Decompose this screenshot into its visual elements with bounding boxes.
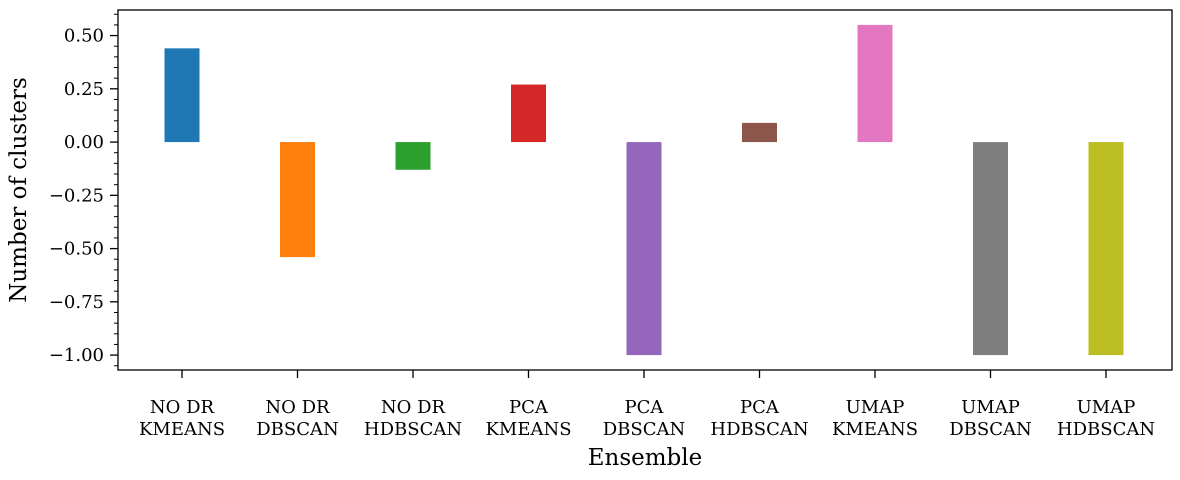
bars-group: [164, 24, 1124, 356]
bar-umap-dbscan: [973, 142, 1008, 356]
x-tick-label-line1: PCA: [625, 397, 665, 418]
plot-frame: [117, 9, 1173, 371]
y-tick-label: 0.25: [64, 79, 104, 100]
x-tick-label-line2: DBSCAN: [949, 419, 1032, 440]
x-tick-label-line1: NO DR: [381, 397, 446, 418]
x-tick-label-line1: UMAP: [1077, 397, 1136, 418]
x-tick-label-line1: NO DR: [150, 397, 215, 418]
x-tick-label-line2: HDBSCAN: [1057, 419, 1155, 440]
bar-no-dr-kmeans: [164, 48, 200, 143]
x-axis-label: Ensemble: [588, 445, 703, 471]
y-axis: 0.50 0.25 0.00 −0.25 −0.50 −0.75 −1.00: [49, 13, 118, 367]
x-tick-label-line1: UMAP: [961, 397, 1020, 418]
bar-no-dr-dbscan: [280, 142, 315, 258]
bar-pca-dbscan: [626, 142, 662, 356]
bar-umap-hdbscan: [1088, 142, 1124, 356]
x-tick-label-line2: KMEANS: [139, 419, 225, 440]
bar-pca-hdbscan: [742, 122, 777, 143]
y-axis-label: Number of clusters: [6, 77, 32, 303]
bar-pca-kmeans: [511, 84, 546, 143]
x-tick-label-line1: UMAP: [846, 397, 905, 418]
y-tick-label: 0.50: [64, 26, 104, 47]
y-tick-label: −1.00: [49, 345, 104, 366]
y-tick-label: 0.00: [64, 132, 104, 153]
x-tick-label-line2: DBSCAN: [603, 419, 686, 440]
x-tick-label-line1: NO DR: [265, 397, 330, 418]
x-tick-label-line2: KMEANS: [832, 419, 918, 440]
x-tick-label-line2: HDBSCAN: [710, 419, 808, 440]
x-tick-label-line1: PCA: [740, 397, 780, 418]
y-tick-label: −0.50: [49, 239, 104, 260]
x-tick-label-line2: KMEANS: [485, 419, 571, 440]
y-tick-label: −0.25: [49, 185, 104, 206]
bar-no-dr-hdbscan: [395, 142, 431, 170]
bar-umap-kmeans: [857, 24, 893, 143]
y-tick-label: −0.75: [49, 292, 104, 313]
x-tick-label-line2: DBSCAN: [256, 419, 339, 440]
x-tick-label-line2: HDBSCAN: [364, 419, 462, 440]
x-tick-label-line1: PCA: [509, 397, 549, 418]
